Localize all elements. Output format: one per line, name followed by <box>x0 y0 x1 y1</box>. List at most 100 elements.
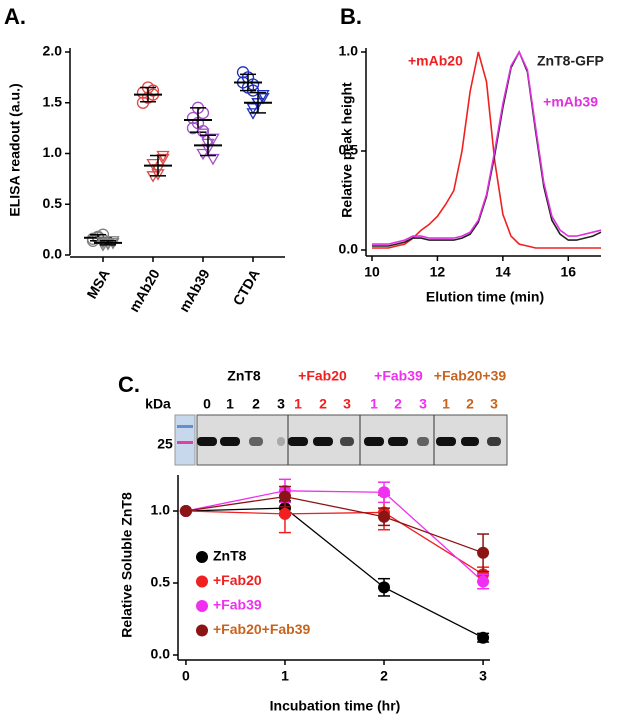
data-point <box>378 581 391 594</box>
data-point <box>179 505 192 517</box>
legend-marker <box>196 575 208 588</box>
y-tick-label: 2.0 <box>43 43 63 59</box>
legend-label: ZnT8 <box>213 548 247 564</box>
gel-band <box>340 437 354 446</box>
gel-lane-label: 2 <box>319 396 327 412</box>
data-point <box>477 575 490 588</box>
data-point <box>378 486 391 499</box>
category-label: mAb39 <box>176 266 213 315</box>
ladder-band <box>177 425 193 428</box>
gel-band <box>487 437 501 446</box>
y-tick-label: 1.0 <box>43 144 63 160</box>
y-tick-label: 1.5 <box>43 93 63 109</box>
legend-marker <box>196 624 208 637</box>
y-tick-label: 0.5 <box>151 574 171 590</box>
gel-lane-label: 2 <box>252 396 260 412</box>
legend-label: +Fab20 <box>213 572 262 588</box>
x-tick-label: 1 <box>281 668 289 684</box>
category-label: MSA <box>83 266 112 301</box>
x-axis-label: Elution time (min) <box>426 289 544 305</box>
series-label: +mAb20 <box>408 53 463 69</box>
data-point <box>206 133 220 146</box>
gel-lane-label: 1 <box>442 396 450 412</box>
legend-marker <box>196 551 208 563</box>
series-line <box>185 510 484 575</box>
legend-label: +Fab20+Fab39 <box>213 621 310 637</box>
y-tick-label: 0.0 <box>43 246 63 262</box>
gel-lane-label: 3 <box>419 396 427 412</box>
gel-lane-label: 0 <box>203 396 211 412</box>
y-tick-label: 0.0 <box>151 646 171 662</box>
data-point <box>378 510 391 523</box>
gel-group-label: +Fab20 <box>298 368 347 384</box>
legend-label: +Fab39 <box>213 597 262 613</box>
gel-band <box>388 437 408 446</box>
x-tick-label: 16 <box>560 264 576 280</box>
gel-group-label: ZnT8 <box>227 368 261 384</box>
x-tick-label: 10 <box>364 264 380 280</box>
gel-band <box>364 437 384 446</box>
gel-band <box>220 437 240 446</box>
y-tick-label: 1.0 <box>151 502 171 518</box>
x-tick-label: 2 <box>380 668 388 684</box>
gel-band <box>277 437 285 446</box>
x-tick-label: 12 <box>430 264 446 280</box>
gel-band <box>197 437 217 446</box>
data-point <box>278 490 291 503</box>
data-point <box>477 631 490 644</box>
legend-marker <box>196 600 208 612</box>
data-point <box>136 96 150 109</box>
gel-lane-label: 2 <box>394 396 402 412</box>
gel-band <box>417 437 429 446</box>
panel-label: B. <box>340 4 362 29</box>
data-point <box>196 128 210 140</box>
gel-band <box>313 437 333 446</box>
series-line <box>185 507 484 639</box>
x-axis-label: Incubation time (hr) <box>270 698 401 714</box>
series-line <box>372 50 602 245</box>
x-tick-label: 3 <box>479 668 487 684</box>
x-tick-label: 0 <box>182 668 190 684</box>
data-point <box>206 153 220 166</box>
gel-band <box>288 437 308 446</box>
y-tick-label: 0.5 <box>339 142 359 158</box>
data-point <box>156 153 170 166</box>
gel-unit-label: kDa <box>145 396 171 412</box>
gel-band <box>436 437 456 446</box>
panel-label: C. <box>118 372 140 397</box>
gel-lane-label: 3 <box>277 396 285 412</box>
series-line <box>185 495 484 554</box>
series-label: +mAb39 <box>543 94 598 110</box>
gel-band <box>461 437 479 446</box>
gel-marker-label: 25 <box>157 436 173 452</box>
category-label: CTDA <box>230 266 263 308</box>
gel-lane-label: 3 <box>490 396 498 412</box>
y-axis-label: ELISA readout (a.u.) <box>7 83 23 216</box>
y-tick-label: 0.0 <box>339 241 359 257</box>
gel-band <box>249 437 263 446</box>
gel-lane-label: 1 <box>370 396 378 412</box>
series-label: ZnT8-GFP <box>537 53 604 69</box>
x-tick-label: 14 <box>495 264 511 280</box>
y-axis-label: Relative Soluble ZnT8 <box>119 492 135 638</box>
gel-lane-label: 1 <box>226 396 234 412</box>
gel-lane-label: 3 <box>343 396 351 412</box>
data-point <box>196 148 210 161</box>
gel-lane-label: 2 <box>466 396 474 412</box>
data-point <box>236 66 250 79</box>
gel-ladder <box>174 414 196 466</box>
data-point <box>256 89 270 102</box>
ladder-band <box>177 441 193 444</box>
data-point <box>477 546 490 559</box>
y-axis-label: Relative peak height <box>339 82 355 218</box>
category-label: mAb20 <box>126 266 163 315</box>
data-point <box>278 507 291 520</box>
panel-label: A. <box>4 4 26 29</box>
series-line <box>185 490 484 583</box>
series-line <box>372 51 601 249</box>
gel-group-label: +Fab39 <box>374 368 423 384</box>
gel-lane-label: 1 <box>294 396 302 412</box>
gel-group-label: +Fab20+39 <box>434 368 507 384</box>
